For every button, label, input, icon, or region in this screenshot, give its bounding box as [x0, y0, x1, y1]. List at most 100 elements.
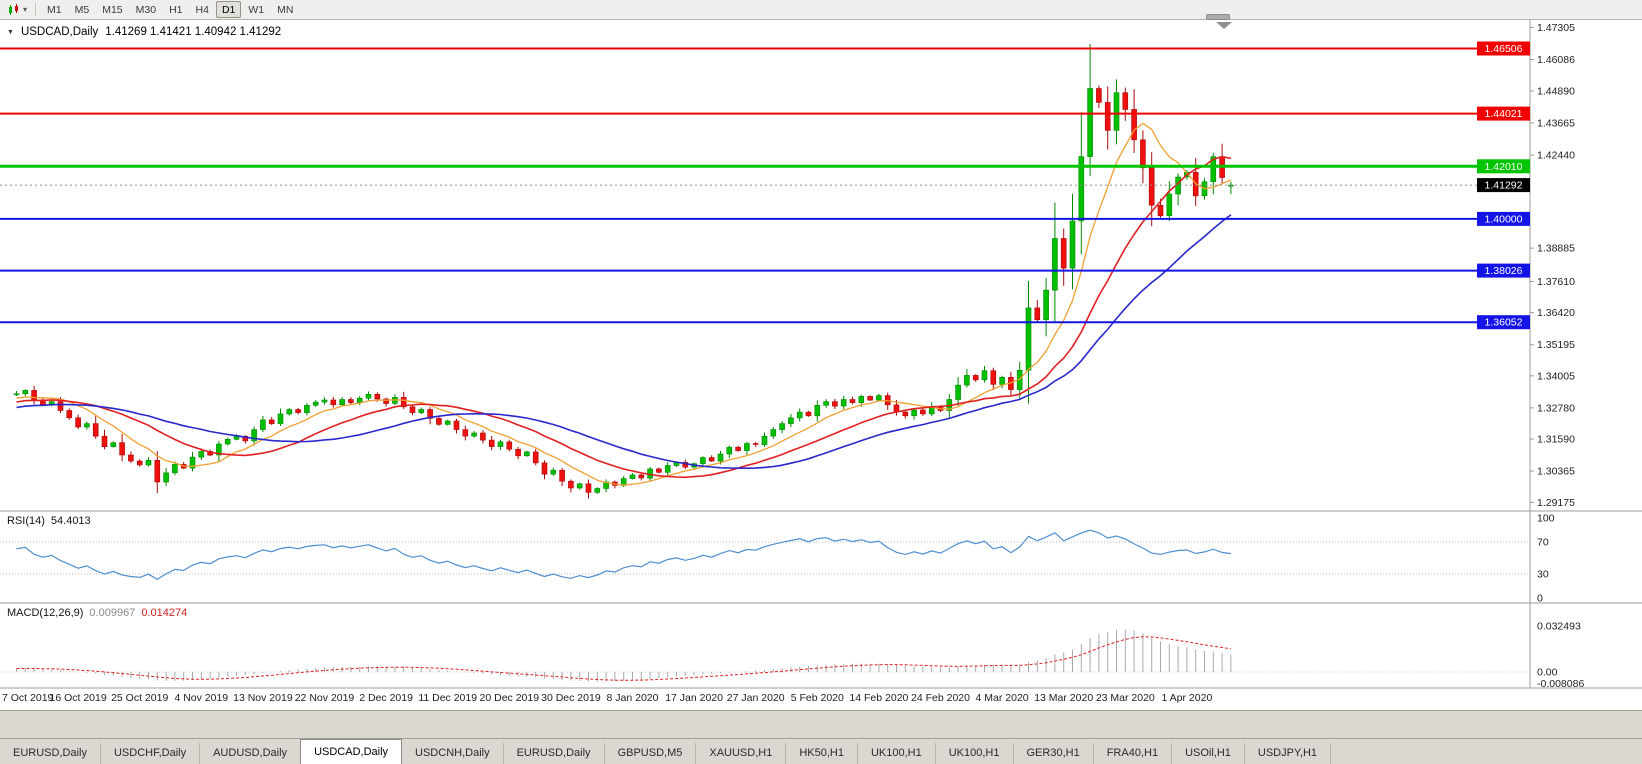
svg-text:0.032493: 0.032493 [1537, 621, 1581, 633]
chart-ohlc-values: 1.41269 1.41421 1.40942 1.41292 [105, 26, 282, 38]
macd-name: MACD(12,26,9) [7, 607, 84, 619]
price-axis[interactable]: 1.47305 1.46086 1.44890 1.43665 1.42440 1.388… [1530, 22, 1584, 690]
timeframe-button-d1[interactable]: D1 [215, 1, 242, 18]
svg-text:23 Mar 2020: 23 Mar 2020 [1096, 692, 1155, 704]
toolbar: ▾ M1 M5 M15 M30 H1 H4 D1 W1 MN [0, 0, 1642, 20]
svg-text:1.29175: 1.29175 [1537, 497, 1575, 509]
slow-ma-line [16, 214, 1232, 469]
chart-window: 1.47305 1.46086 1.44890 1.43665 1.42440 1.388… [0, 20, 1642, 710]
svg-text:1.34005: 1.34005 [1537, 370, 1575, 382]
chart-tab-usdjpy-h1[interactable]: USDJPY,H1 [1245, 743, 1332, 764]
chart-title-bar: ▼ USDCAD,Daily 1.41269 1.41421 1.40942 1… [7, 26, 281, 38]
chart-tab-hk50-h1[interactable]: HK50,H1 [786, 743, 858, 764]
rsi-indicator-label: RSI(14) 54.4013 [7, 515, 91, 527]
svg-text:1.47305: 1.47305 [1537, 22, 1575, 34]
svg-text:1.37610: 1.37610 [1537, 276, 1575, 288]
chart-tab-audusd-daily[interactable]: AUDUSD,Daily [200, 743, 302, 764]
timeframe-button-m30[interactable]: M30 [135, 4, 157, 16]
svg-text:1.36052: 1.36052 [1485, 317, 1523, 329]
chart-tab-usdchf-daily[interactable]: USDCHF,Daily [101, 743, 201, 764]
chart-hscroll-thumb[interactable] [1206, 14, 1230, 20]
timeframe-button-h4[interactable]: H4 [195, 4, 209, 16]
svg-text:1.31590: 1.31590 [1537, 434, 1575, 446]
price-chart[interactable]: 1.47305 1.46086 1.44890 1.43665 1.42440 1.388… [0, 20, 1642, 710]
svg-text:22 Nov 2019: 22 Nov 2019 [295, 692, 355, 704]
chart-tab-usdcnh-daily[interactable]: USDCNH,Daily [402, 743, 504, 764]
price-badge-1.38026: 1.38026 [1477, 263, 1530, 278]
svg-text:1.44021: 1.44021 [1485, 108, 1523, 120]
rsi-value: 54.4013 [50, 515, 91, 527]
svg-text:1.42440: 1.42440 [1537, 150, 1575, 162]
svg-text:25 Oct 2019: 25 Oct 2019 [111, 692, 168, 704]
rsi-line [16, 529, 1231, 580]
price-badge-1.46506: 1.46506 [1477, 41, 1530, 56]
svg-text:70: 70 [1537, 537, 1549, 549]
svg-text:-0.008086: -0.008086 [1537, 678, 1584, 690]
svg-text:13 Mar 2020: 13 Mar 2020 [1034, 692, 1093, 704]
chart-tab-uk100-h1[interactable]: UK100,H1 [858, 743, 936, 764]
svg-text:27 Jan 2020: 27 Jan 2020 [727, 692, 785, 704]
chart-menu-icon[interactable]: ▼ [7, 28, 14, 36]
price-badge-1.36052: 1.36052 [1477, 315, 1530, 330]
chart-tab-usdcad-daily[interactable]: USDCAD,Daily [300, 739, 403, 764]
chart-symbol-period: USDCAD,Daily [20, 26, 99, 38]
svg-text:1 Apr 2020: 1 Apr 2020 [1162, 692, 1213, 704]
timeframe-button-mn[interactable]: MN [277, 4, 294, 16]
macd-histogram [16, 629, 1232, 682]
price-badge-1.40000: 1.40000 [1477, 211, 1530, 226]
svg-text:13 Nov 2019: 13 Nov 2019 [233, 692, 293, 704]
candlestick-series [13, 44, 1234, 499]
svg-text:0: 0 [1537, 593, 1543, 605]
chart-type-button[interactable]: ▾ [4, 1, 30, 18]
macd-main-value: 0.009967 [89, 607, 136, 619]
svg-text:1.36420: 1.36420 [1537, 307, 1575, 319]
chart-tab-ger30-h1[interactable]: GER30,H1 [1014, 743, 1094, 764]
chart-shift-marker[interactable] [1216, 22, 1232, 29]
price-badge-1.42010: 1.42010 [1477, 159, 1530, 174]
svg-text:1.38026: 1.38026 [1485, 265, 1523, 277]
chart-tab-eurusd-daily[interactable]: EURUSD,Daily [504, 743, 605, 764]
price-badge-1.44021: 1.44021 [1477, 106, 1530, 121]
timeframe-button-m5[interactable]: M5 [74, 4, 90, 16]
window-resize-strip [0, 710, 1642, 738]
svg-text:0.00: 0.00 [1537, 667, 1558, 679]
svg-text:1.46506: 1.46506 [1485, 43, 1523, 55]
svg-text:1.46086: 1.46086 [1537, 54, 1575, 66]
chart-background[interactable] [0, 20, 1642, 710]
svg-text:1.44890: 1.44890 [1537, 85, 1575, 97]
svg-text:1.38885: 1.38885 [1537, 243, 1575, 255]
macd-indicator-label: MACD(12,26,9) 0.009967 0.014274 [7, 607, 187, 619]
svg-text:1.40000: 1.40000 [1485, 213, 1523, 225]
svg-text:30: 30 [1537, 569, 1549, 581]
svg-text:1.35195: 1.35195 [1537, 339, 1575, 351]
chart-tab-eurusd-daily[interactable]: EURUSD,Daily [0, 743, 101, 764]
chart-tab-xauusd-h1[interactable]: XAUUSD,H1 [696, 743, 787, 764]
toolbar-separator [35, 3, 37, 16]
svg-text:30 Dec 2019: 30 Dec 2019 [541, 692, 601, 704]
candlestick-chart-icon [9, 3, 18, 15]
rsi-name: RSI(14) [7, 515, 45, 527]
chart-tab-uk100-h1[interactable]: UK100,H1 [936, 743, 1014, 764]
svg-text:1.42010: 1.42010 [1485, 161, 1523, 173]
price-badge-1.41292: 1.41292 [1477, 178, 1530, 193]
mid-ma-line [16, 155, 1232, 479]
chart-tab-bar: EURUSD,Daily USDCHF,Daily AUDUSD,Daily USDC… [0, 738, 1642, 764]
timeframe-button-h1[interactable]: H1 [169, 4, 183, 16]
svg-text:16 Oct 2019: 16 Oct 2019 [49, 692, 106, 704]
svg-text:5 Feb 2020: 5 Feb 2020 [791, 692, 844, 704]
chart-tab-usoil-h1[interactable]: USOil,H1 [1172, 743, 1245, 764]
svg-text:14 Feb 2020: 14 Feb 2020 [849, 692, 908, 704]
svg-text:11 Dec 2019: 11 Dec 2019 [418, 692, 477, 704]
chart-tab-gbpusd-m5[interactable]: GBPUSD,M5 [605, 743, 697, 764]
svg-text:100: 100 [1537, 513, 1555, 525]
svg-text:1.43665: 1.43665 [1537, 117, 1575, 129]
timeframe-button-m1[interactable]: M1 [47, 4, 62, 16]
timeframe-button-m15[interactable]: M15 [102, 4, 123, 16]
macd-signal-line [16, 636, 1231, 681]
chart-tab-fra40-h1[interactable]: FRA40,H1 [1094, 743, 1173, 764]
fast-ma-line [16, 122, 1232, 486]
svg-text:8 Jan 2020: 8 Jan 2020 [607, 692, 659, 704]
svg-text:4 Mar 2020: 4 Mar 2020 [976, 692, 1029, 704]
timeframe-button-w1[interactable]: W1 [248, 4, 265, 16]
